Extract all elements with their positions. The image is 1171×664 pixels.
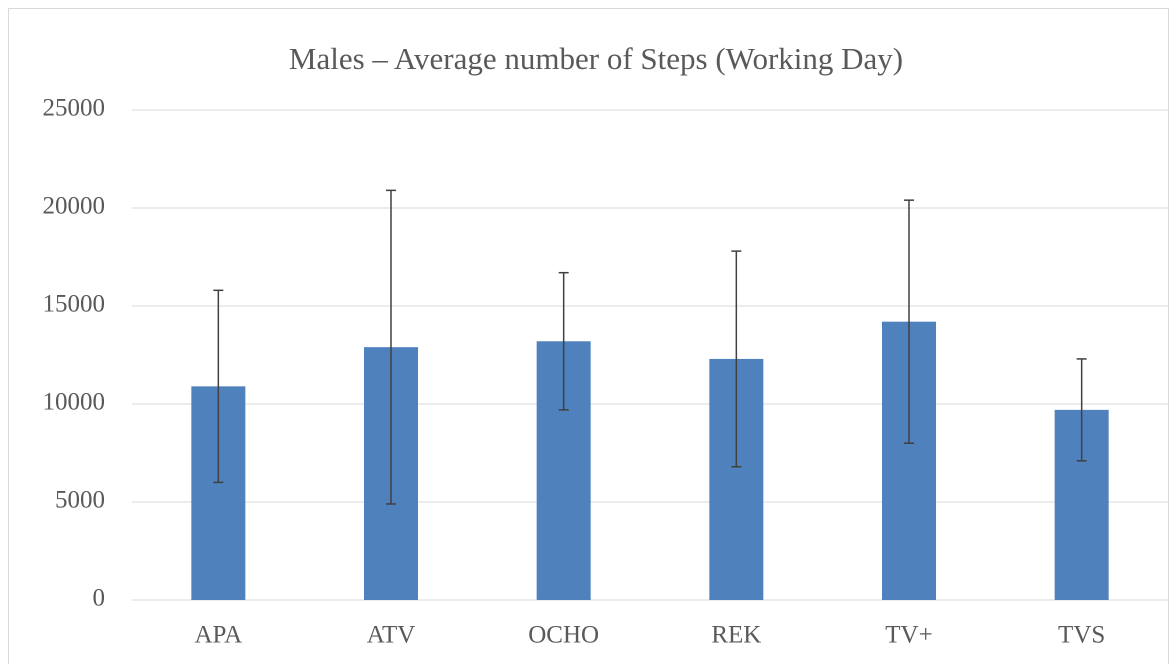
x-tick-label: APA bbox=[194, 622, 242, 649]
x-tick-label: TVS bbox=[1058, 622, 1105, 649]
y-tick-label: 15000 bbox=[43, 291, 106, 318]
x-tick-label: OCHO bbox=[528, 622, 599, 649]
error-bar bbox=[386, 189, 396, 505]
x-tick-label: REK bbox=[711, 622, 761, 649]
error-bar bbox=[213, 289, 224, 484]
y-tick-label: 20000 bbox=[43, 193, 106, 220]
error-bar bbox=[558, 271, 569, 411]
y-tick-label: 25000 bbox=[43, 95, 106, 122]
error-bar bbox=[904, 199, 914, 444]
y-tick-label: 0 bbox=[93, 585, 106, 612]
error-bar bbox=[1076, 358, 1087, 462]
error-bar bbox=[731, 250, 742, 468]
y-tick-label: 10000 bbox=[43, 389, 106, 416]
x-tick-label: TV+ bbox=[885, 622, 932, 649]
x-tick-label: ATV bbox=[367, 622, 416, 649]
chart-title: Males – Average number of Steps (Working… bbox=[289, 41, 903, 76]
y-tick-label: 5000 bbox=[55, 487, 105, 514]
